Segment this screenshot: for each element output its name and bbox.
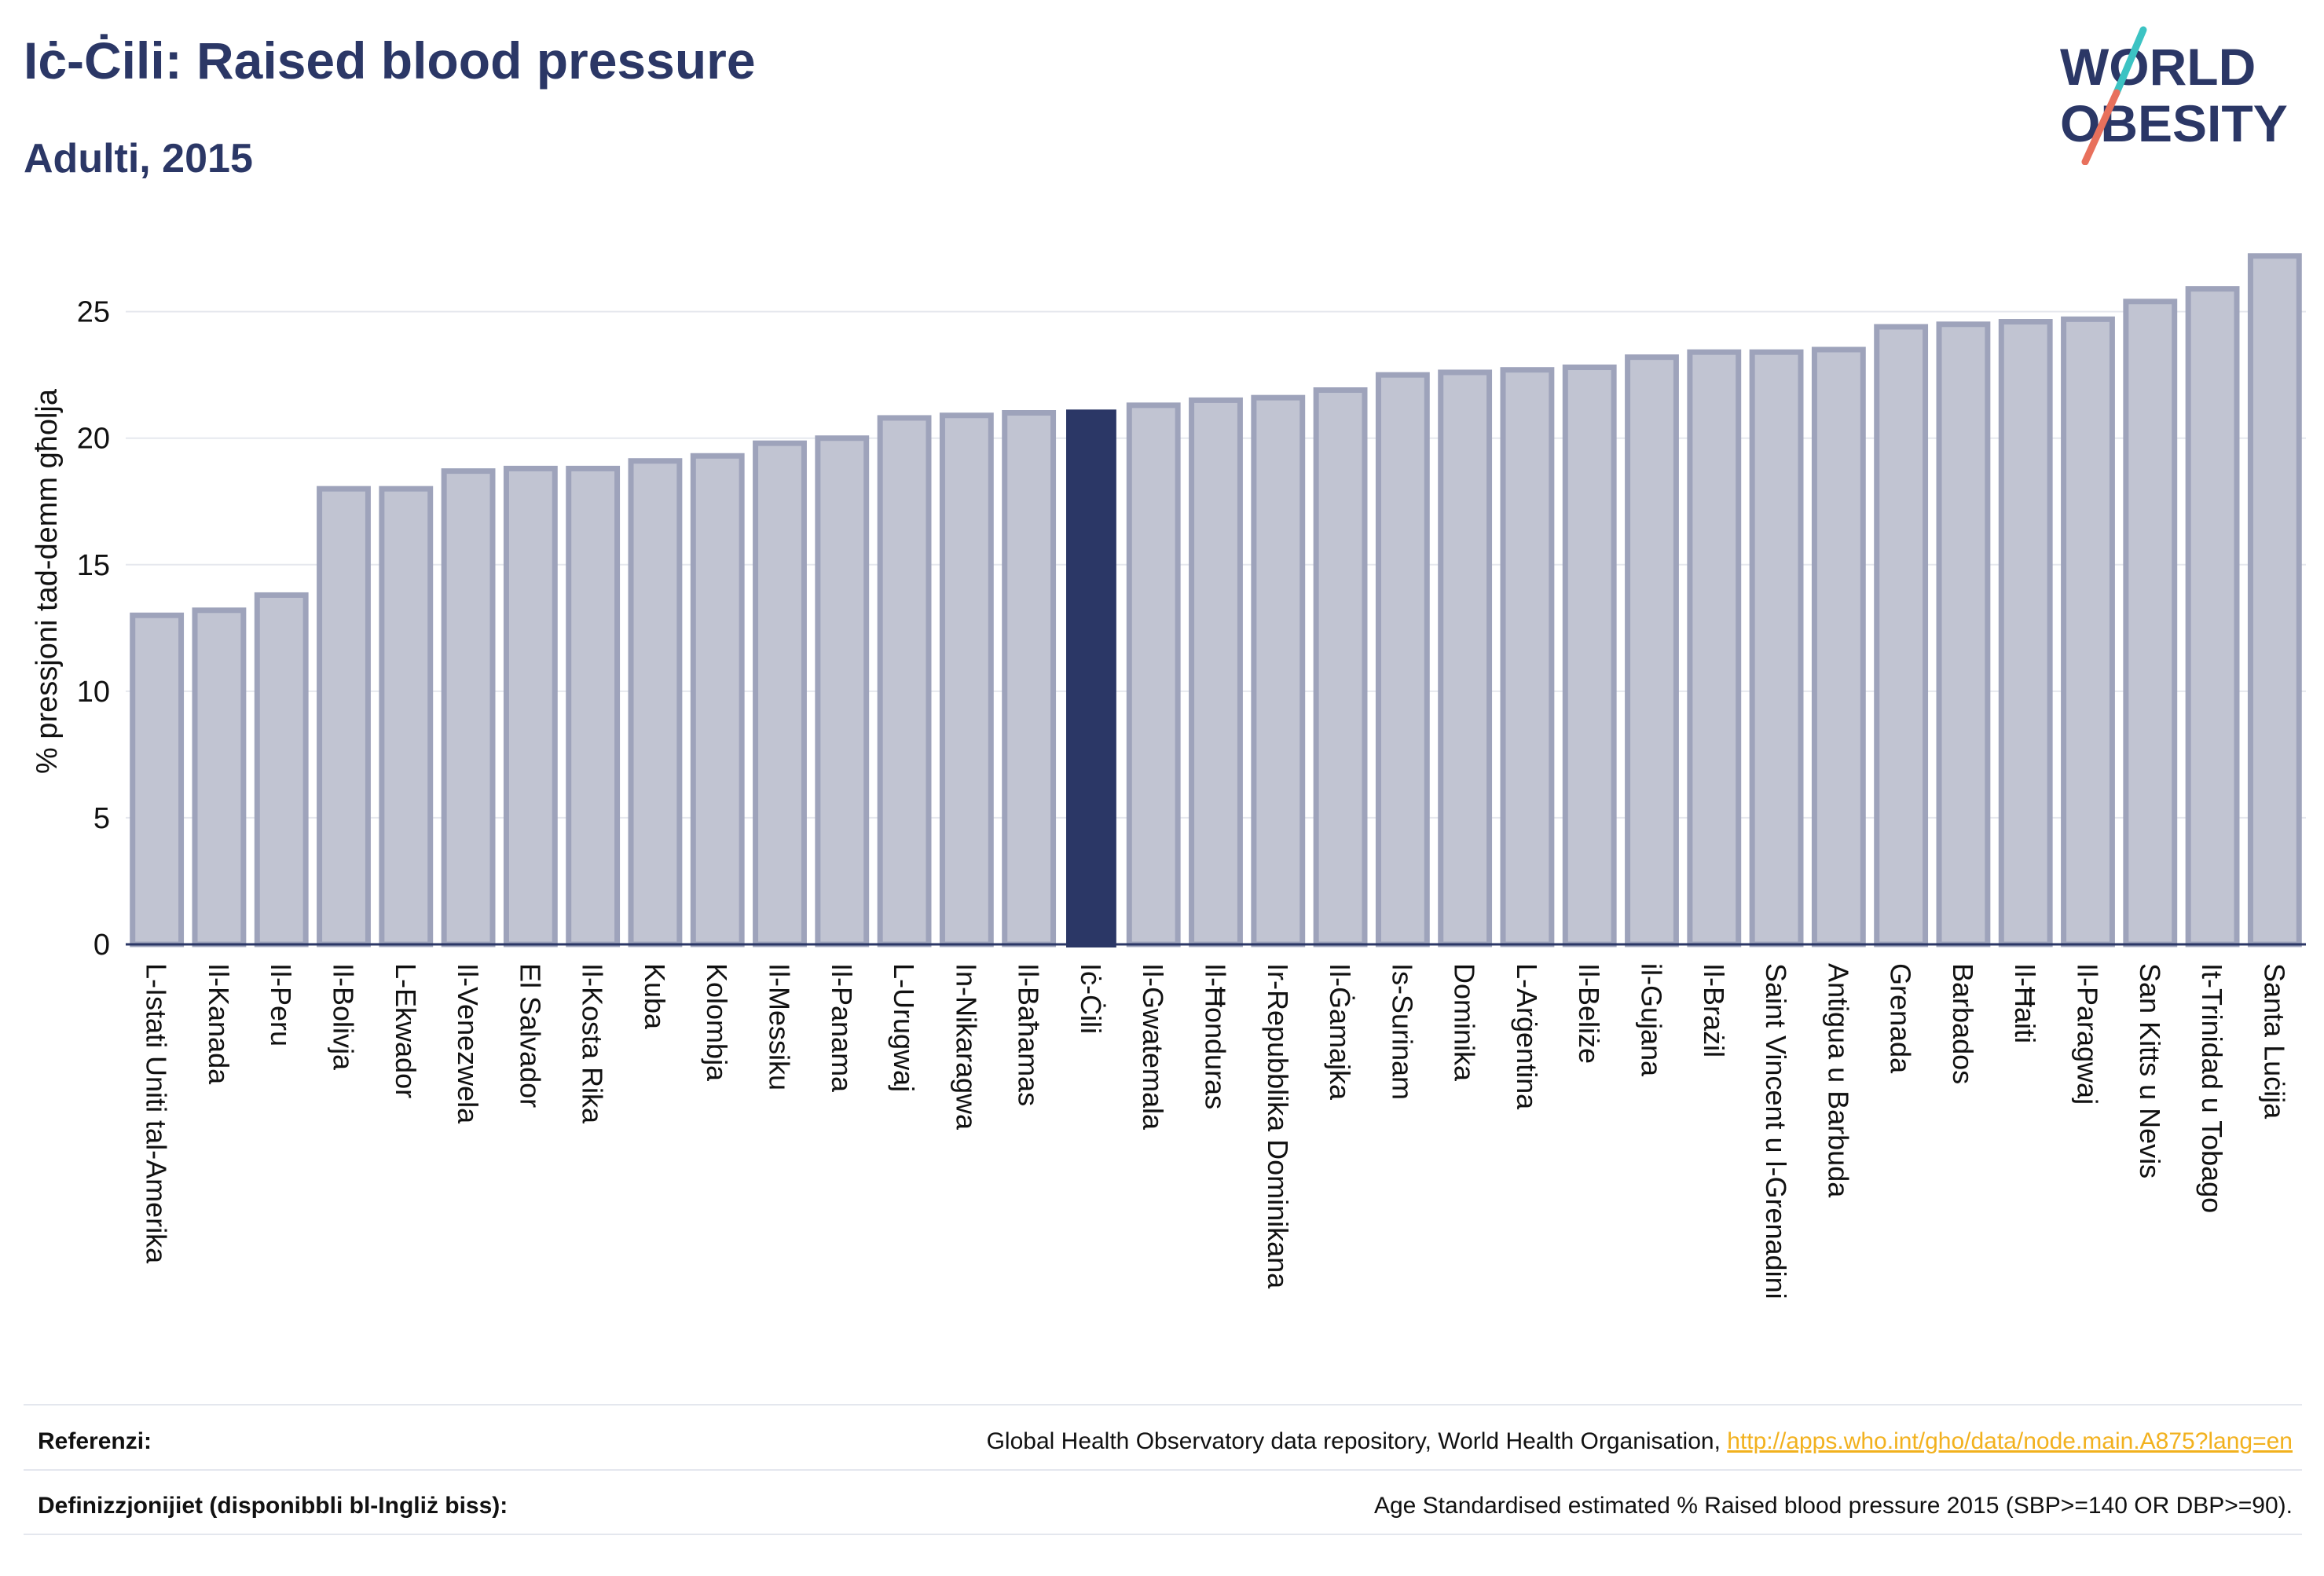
- x-tick-label: Il-Paragwaj: [2072, 963, 2104, 1105]
- bar: [1438, 369, 1493, 947]
- definitions-label: Definizzjonijiet (disponibbli bl-Ingliż …: [38, 1493, 508, 1519]
- x-tick-label: In-Nikaragwa: [950, 963, 982, 1131]
- x-tick-label: Grenada: [1885, 963, 1917, 1074]
- x-tick-label: Il-Gwatemala: [1137, 963, 1169, 1131]
- bar: [192, 607, 247, 947]
- x-tick-label: Dominika: [1449, 963, 1481, 1082]
- bar: [1002, 410, 1057, 947]
- logo-line1: WORLD: [2060, 38, 2256, 96]
- bar: [2247, 253, 2302, 947]
- y-tick-label: 20: [77, 423, 110, 456]
- x-tick-label: Il-Panama: [826, 963, 858, 1093]
- bar: [753, 440, 807, 947]
- bar: [1811, 346, 1866, 947]
- x-tick-label: il-Gujana: [1636, 963, 1668, 1077]
- bar: [1998, 319, 2053, 947]
- bar: [2123, 299, 2178, 947]
- y-tick-label: 0: [93, 929, 110, 962]
- bar: [1251, 394, 1306, 947]
- bar: [628, 458, 683, 947]
- x-tick-label: Kolombja: [701, 963, 733, 1082]
- bar: [1687, 349, 1742, 947]
- x-tick-label: L-Istati Uniti tal-Amerika: [141, 963, 173, 1264]
- x-tick-label: San Kitts u Nevis: [2134, 963, 2166, 1178]
- bar: [1874, 324, 1929, 947]
- bar: [503, 465, 558, 947]
- bar: [2061, 316, 2115, 947]
- bar: [1375, 372, 1430, 947]
- references-label: Referenzi:: [38, 1428, 152, 1454]
- x-tick-label: Il-Venezwela: [452, 963, 484, 1124]
- x-tick-label: Santa Luċija: [2258, 963, 2290, 1120]
- bar: [1126, 402, 1181, 947]
- x-tick-label: Il-Messiku: [764, 963, 796, 1090]
- footer-divider-middle: [24, 1469, 2302, 1471]
- x-tick-label: Barbados: [1947, 963, 1979, 1084]
- definitions-text: Age Standardised estimated % Raised bloo…: [1373, 1493, 2293, 1519]
- references-link[interactable]: http://apps.who.int/gho/data/node.main.A…: [1727, 1428, 2293, 1454]
- bar: [1749, 349, 1804, 947]
- x-tick-label: Saint Vincent u l-Grenadini: [1760, 963, 1792, 1299]
- bar: [1562, 365, 1617, 947]
- x-tick-label: Ir-Repubblika Dominikana: [1262, 963, 1294, 1289]
- bar: [566, 465, 621, 947]
- x-tick-label: Il-Ħaiti: [2009, 963, 2041, 1043]
- logo-line2: OBESITY: [2060, 94, 2288, 152]
- references-value: Global Health Observatory data repositor…: [987, 1428, 2293, 1455]
- bar: [2185, 286, 2240, 947]
- bar: [1313, 387, 1368, 947]
- references-text: Global Health Observatory data repositor…: [986, 1428, 1728, 1454]
- y-tick-label: 25: [77, 296, 110, 329]
- footer-divider-bottom: [24, 1534, 2302, 1535]
- x-tick-label: Il-Ġamajka: [1324, 963, 1356, 1101]
- x-tick-label: Iċ-Ċili: [1075, 963, 1107, 1034]
- chart-title: Iċ-Ċili: Raised blood pressure: [24, 31, 756, 90]
- x-tick-label: Il-Bolivja: [328, 963, 360, 1071]
- x-tick-label: Il-Peru: [265, 963, 297, 1046]
- bar: [1625, 354, 1679, 947]
- x-tick-label: Il-Kosta Rika: [577, 963, 609, 1124]
- bar: [1500, 367, 1555, 947]
- x-tick-label: L-Ekwador: [390, 963, 422, 1098]
- bar: [379, 486, 434, 947]
- bar: [317, 486, 371, 947]
- bar-highlighted: [1066, 409, 1116, 947]
- x-tick-label: L-Arġentina: [1511, 963, 1543, 1110]
- x-tick-label: Kuba: [639, 963, 671, 1030]
- x-tick-label: El Salvador: [514, 963, 546, 1108]
- logo-slash-bottom: [2081, 89, 2121, 165]
- bars: [130, 253, 2302, 947]
- bar: [254, 592, 309, 947]
- world-obesity-logo: WORLD OBESITY: [2060, 26, 2288, 165]
- x-tick-label: It-Trinidad u Tobago: [2196, 963, 2228, 1213]
- x-tick-label: Is-Surinam: [1386, 963, 1418, 1100]
- x-tick-label: Antigua u Barbuda: [1822, 963, 1854, 1198]
- axes: 0 5 10 15 20 25 L-Istati Uniti tal-Amerika Il-K…: [77, 296, 2306, 1299]
- y-tick-label: 15: [77, 549, 110, 582]
- footer-divider-top: [24, 1404, 2302, 1406]
- y-tick-label: 10: [77, 676, 110, 709]
- logo-slash-top: [2113, 26, 2147, 97]
- bar: [939, 412, 994, 947]
- bar: [1189, 397, 1243, 947]
- x-tick-label: Il-Baħamas: [1013, 963, 1045, 1106]
- x-tick-label: Il-Beliże: [1573, 963, 1605, 1064]
- y-axis-label: % pressjoni tad-demm għolja: [31, 388, 64, 774]
- y-tick-label: 5: [93, 802, 110, 835]
- bar: [690, 453, 745, 947]
- x-tick-label: Il-Brażil: [1698, 963, 1730, 1057]
- bar-chart: 0 5 10 15 20 25 L-Istati Uniti tal-Amerika Il-K…: [31, 253, 2306, 1299]
- x-tick-label: L-Urugwaj: [888, 963, 920, 1092]
- x-tick-label: Il-Kanada: [203, 963, 235, 1085]
- x-tick-label: Il-Ħonduras: [1200, 963, 1232, 1109]
- bar: [815, 435, 870, 947]
- bar: [130, 612, 185, 947]
- bar: [441, 468, 496, 947]
- bar: [1936, 321, 1991, 947]
- chart-subtitle: Adulti, 2015: [24, 136, 253, 181]
- bar: [877, 415, 932, 947]
